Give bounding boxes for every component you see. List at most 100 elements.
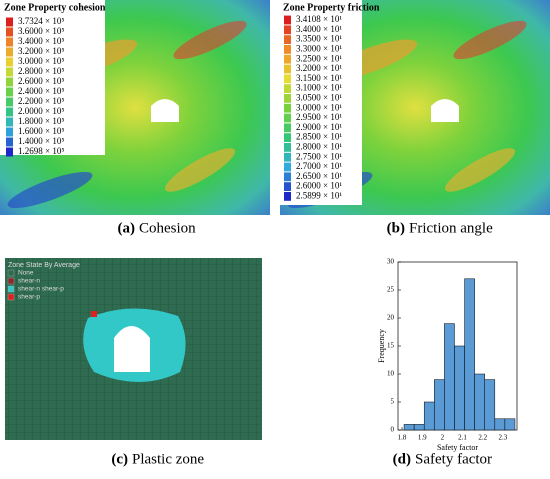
y-tick-label: 25 — [387, 286, 395, 294]
y-tick-label: 10 — [387, 370, 395, 378]
legend-swatch — [6, 47, 13, 57]
bar — [434, 379, 445, 431]
legend-swatch — [284, 192, 291, 201]
legend-label: 3.0000 × 10¹ — [296, 102, 342, 112]
legend-swatch — [284, 143, 291, 152]
legend-label: 1.6000 × 10⁵ — [18, 126, 64, 136]
bar — [474, 373, 485, 431]
legend-label: 3.7324 × 10⁵ — [18, 16, 64, 26]
legend-label: 2.5899 × 10¹ — [296, 190, 342, 200]
y-tick-label: 20 — [387, 314, 395, 322]
legend-label: 3.1000 × 10¹ — [296, 83, 342, 93]
legend-swatch — [6, 77, 13, 87]
contour-blob — [445, 148, 515, 192]
legend-bg — [280, 0, 362, 205]
legend-swatch — [284, 182, 291, 191]
y-tick-label: 0 — [391, 426, 395, 434]
y-tick-label: 15 — [387, 342, 395, 350]
y-tick-label: 30 — [387, 258, 395, 266]
legend-label: 2.6000 × 10¹ — [296, 181, 342, 191]
legend-swatch — [6, 147, 13, 157]
legend-swatch — [284, 162, 291, 172]
caption-label: (d) — [393, 451, 411, 467]
legend-label: 1.2698 × 10⁵ — [18, 146, 64, 156]
legend-label: 3.3000 × 10¹ — [296, 43, 342, 53]
caption: Friction angle — [409, 220, 493, 236]
caption-label: (c) — [111, 451, 128, 467]
legend-label: 3.1500 × 10¹ — [296, 73, 342, 83]
x-tick-label: 2.3 — [499, 434, 508, 442]
legend-label: 3.0000 × 10⁵ — [18, 56, 64, 66]
legend-label: shear-n shear-p — [18, 286, 64, 293]
panel-b: Zone Property friction 3.4108 × 10¹3.400… — [280, 0, 550, 236]
legend-swatch — [7, 269, 15, 277]
panel-a: Zone Property cohesion 3.7324 × 10⁵3.600… — [0, 0, 270, 236]
legend-label: 2.8000 × 10¹ — [296, 141, 342, 151]
panel-c: Zone State By Average Noneshear-nshear-n… — [5, 258, 262, 467]
legend-label: 2.7000 × 10¹ — [296, 161, 342, 171]
legend-swatch — [6, 107, 13, 117]
legend-swatch — [284, 172, 291, 182]
caption: Plastic zone — [132, 451, 204, 467]
legend-label: 3.4000 × 10⁵ — [18, 36, 64, 46]
tunnel — [431, 99, 459, 122]
bar — [454, 345, 465, 431]
legend-swatch — [284, 84, 291, 93]
contour-blob — [173, 20, 247, 60]
legend-swatch — [7, 277, 15, 285]
x-axis-label: Safety factor — [437, 443, 478, 452]
legend-swatch — [284, 35, 291, 44]
legend-swatch — [284, 103, 291, 113]
legend-label: 2.8500 × 10¹ — [296, 132, 342, 142]
x-tick-label: 2.1 — [458, 434, 467, 442]
legend-label: 3.0500 × 10¹ — [296, 92, 342, 102]
legend-swatch — [284, 54, 291, 64]
tunnel — [114, 326, 150, 372]
legend-swatch — [284, 123, 291, 133]
panel-title: Zone Property cohesion — [4, 2, 106, 13]
legend-label: None — [18, 270, 34, 277]
legend-swatch — [7, 293, 15, 301]
legend-label: 2.8000 × 10⁵ — [18, 66, 64, 76]
legend-swatch — [284, 25, 291, 35]
legend-swatch — [6, 117, 13, 127]
x-tick-label: 1.8 — [398, 434, 407, 442]
legend-swatch — [6, 67, 13, 77]
legend-swatch — [284, 45, 291, 54]
legend-swatch — [6, 97, 13, 107]
caption-label: (b) — [387, 220, 405, 236]
legend-label: 2.6000 × 10⁵ — [18, 76, 64, 86]
bar — [504, 418, 516, 431]
x-tick-label: 2 — [441, 434, 445, 442]
x-tick-label: 2.2 — [478, 434, 487, 442]
shear-p-zone — [91, 311, 97, 317]
legend-label: shear-p — [18, 294, 40, 301]
legend-swatch — [6, 57, 13, 67]
legend-label: 3.6000 × 10⁵ — [18, 26, 64, 36]
legend-label: 2.0000 × 10⁵ — [18, 106, 64, 116]
legend-swatch — [6, 87, 13, 97]
legend-swatch — [7, 285, 15, 293]
bar — [484, 379, 496, 431]
panel-title: Zone Property friction — [283, 2, 380, 13]
caption: Safety factor — [415, 451, 492, 467]
legend-label: 3.4000 × 10¹ — [296, 24, 342, 34]
caption: Cohesion — [139, 220, 196, 236]
legend-title: Zone State By Average — [8, 262, 80, 269]
contour-blob — [7, 171, 93, 209]
legend-label: 2.4000 × 10⁵ — [18, 86, 64, 96]
legend-label: 3.3500 × 10¹ — [296, 34, 342, 44]
bar — [423, 401, 435, 431]
legend-swatch — [6, 137, 13, 147]
legend-label: shear-n — [18, 278, 40, 285]
legend-swatch — [284, 152, 291, 162]
contour-blob — [165, 148, 235, 192]
legend-swatch — [284, 64, 291, 74]
legend-label: 2.9000 × 10¹ — [296, 122, 342, 132]
legend-swatch — [6, 37, 13, 47]
panel-d: (d) Safety factor 0 5 10 15 20 25 30 1.8 1.9 2 2.1… — [377, 258, 518, 467]
bar — [464, 278, 475, 431]
